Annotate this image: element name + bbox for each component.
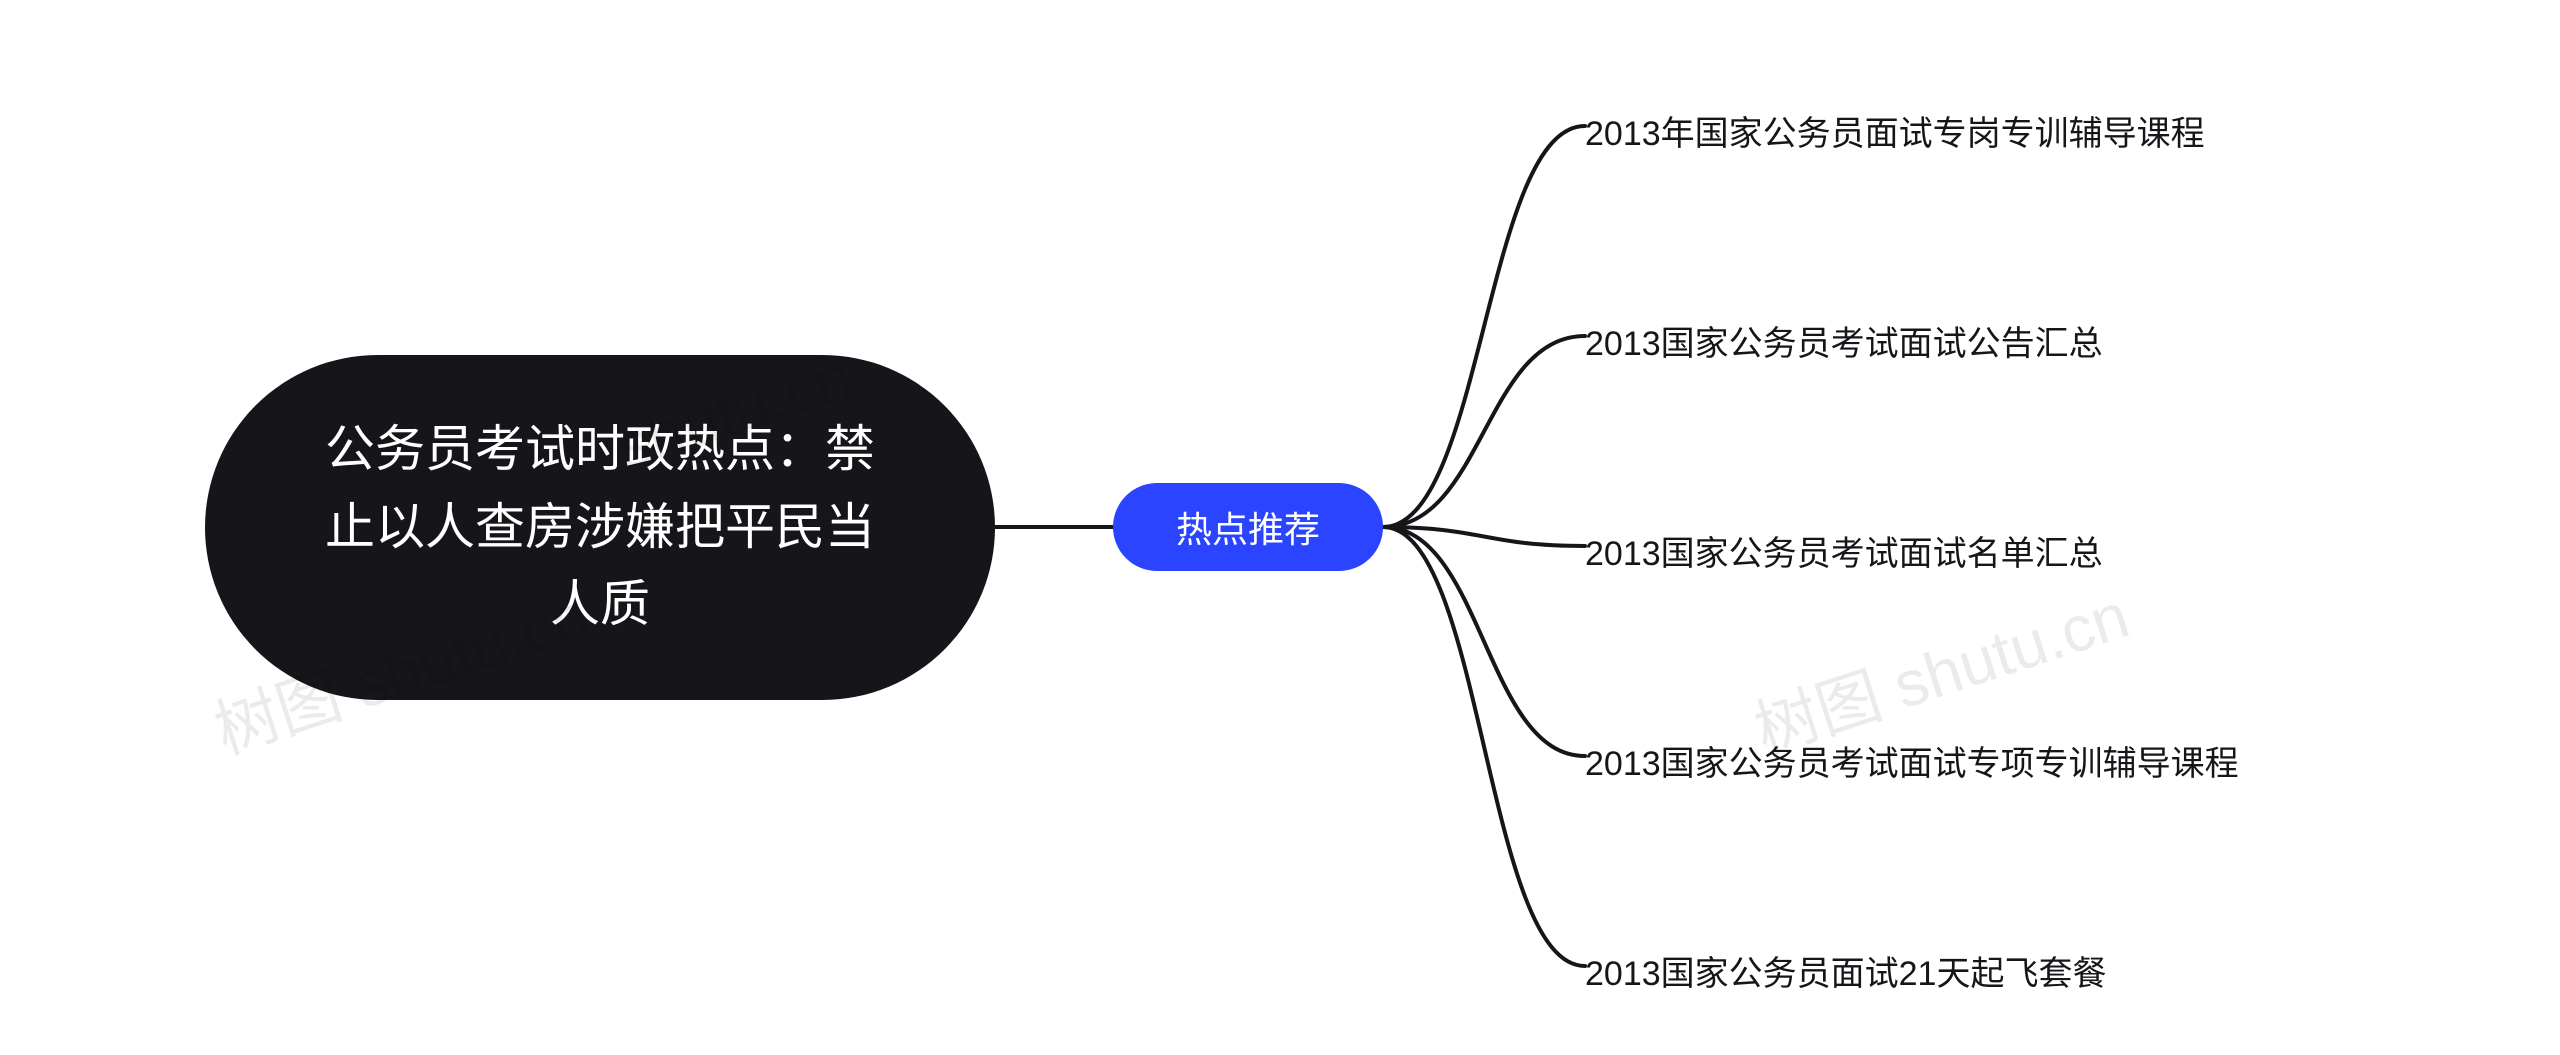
leaf-label: 2013年国家公务员面试专岗专训辅导课程 <box>1585 115 2205 153</box>
leaf-label: 2013国家公务员面试21天起飞套餐 <box>1585 955 2106 993</box>
root-node-text: 公务员考试时政热点：禁 止以人查房涉嫌把平民当 人质 <box>325 411 875 644</box>
leaf-label: 2013国家公务员考试面试名单汇总 <box>1585 535 2103 573</box>
mindmap-canvas: 公务员考试时政热点：禁 止以人查房涉嫌把平民当 人质 热点推荐 2013年国家公… <box>0 0 2560 1055</box>
leaf-node-0[interactable]: 2013年国家公务员面试专岗专训辅导课程 <box>1585 106 2205 155</box>
root-node[interactable]: 公务员考试时政热点：禁 止以人查房涉嫌把平民当 人质 <box>205 355 995 700</box>
branch-node-hot-recommend[interactable]: 热点推荐 <box>1113 483 1383 571</box>
leaf-node-4[interactable]: 2013国家公务员面试21天起飞套餐 <box>1585 946 2106 995</box>
leaf-node-3[interactable]: 2013国家公务员考试面试专项专训辅导课程 <box>1585 736 2239 785</box>
leaf-node-2[interactable]: 2013国家公务员考试面试名单汇总 <box>1585 526 2103 575</box>
branch-node-label: 热点推荐 <box>1176 501 1320 553</box>
root-line-2: 止以人查房涉嫌把平民当 <box>325 499 875 555</box>
leaf-label: 2013国家公务员考试面试公告汇总 <box>1585 325 2103 363</box>
root-line-3: 人质 <box>550 576 650 632</box>
leaf-label: 2013国家公务员考试面试专项专训辅导课程 <box>1585 745 2239 783</box>
root-line-1: 公务员考试时政热点：禁 <box>325 421 875 477</box>
leaf-node-1[interactable]: 2013国家公务员考试面试公告汇总 <box>1585 316 2103 365</box>
